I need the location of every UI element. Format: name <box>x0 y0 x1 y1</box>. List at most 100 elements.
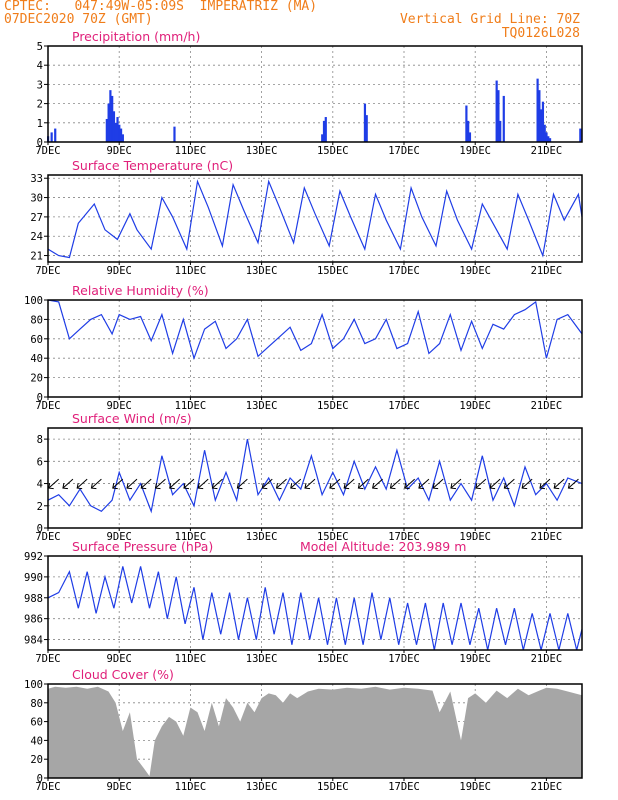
wind-arrow <box>539 478 551 489</box>
wind-arrow <box>553 478 565 489</box>
ytick-label: 100 <box>24 295 43 307</box>
cloud-cover-area <box>48 686 582 778</box>
xtick-label: 13DEC <box>246 781 278 793</box>
precip-bar <box>322 120 326 142</box>
xtick-label: 19DEC <box>459 265 491 277</box>
xtick-label: 9DEC <box>107 400 132 412</box>
wind-arrowhead <box>489 483 496 490</box>
wind-arrowhead <box>62 483 68 490</box>
precip-bar <box>545 132 548 142</box>
ytick-label: 992 <box>24 551 43 563</box>
precip-bar <box>468 132 472 142</box>
xtick-label: 17DEC <box>388 400 420 412</box>
precip-bar <box>499 120 502 142</box>
wind-arrowhead <box>290 483 296 490</box>
ytick-label: 0 <box>37 392 43 404</box>
ytick-label: 990 <box>24 572 43 584</box>
wind-arrowhead <box>112 483 118 490</box>
wind-arrow <box>418 478 430 489</box>
xtick-label: 7DEC <box>35 531 60 543</box>
precip-bar <box>548 138 552 142</box>
wind-arrowhead <box>432 483 439 490</box>
xtick-label: 9DEC <box>107 531 132 543</box>
ytick-label: 0 <box>37 523 43 535</box>
panel-frame <box>47 45 583 143</box>
ytick-label: 40 <box>30 353 43 365</box>
panel-frame <box>47 174 583 263</box>
ytick-label: 984 <box>24 635 43 647</box>
wind-arrow <box>475 478 487 489</box>
wind-arrow <box>304 478 316 489</box>
wind-arrow <box>112 478 124 489</box>
xtick-label: 11DEC <box>175 781 207 793</box>
precip-bar <box>465 105 468 142</box>
ytick-label: 33 <box>30 173 43 185</box>
wind-arrow <box>343 478 355 489</box>
wind-arrowhead <box>450 483 457 490</box>
wind-arrow <box>91 478 102 489</box>
panel-5: 0 20 40 60 80 100 7DEC 9DEC 11DEC 13DEC 15DEC 17DEC… <box>24 667 583 793</box>
wind-arrow <box>62 478 74 489</box>
ytick-label: 30 <box>30 193 43 205</box>
ytick-label: 0 <box>37 137 43 149</box>
precip-bar <box>536 78 539 142</box>
wind-arrowhead <box>211 483 218 490</box>
panel-title: Surface Pressure (hPa) <box>72 539 213 554</box>
xtick-label: 17DEC <box>388 653 420 665</box>
wind-arrowhead <box>553 483 560 490</box>
xtick-label: 21DEC <box>531 265 563 277</box>
panel-frame <box>47 299 583 398</box>
precip-bar <box>365 115 368 142</box>
precip-bar <box>50 132 53 142</box>
wind-arrow <box>169 478 181 489</box>
xtick-label: 15DEC <box>317 265 349 277</box>
panel-title: Surface Wind (m/s) <box>72 411 192 426</box>
xtick-label: 21DEC <box>531 653 563 665</box>
ytick-label: 100 <box>24 679 43 691</box>
wind-arrow <box>358 478 369 489</box>
precip-bar <box>363 103 367 142</box>
xtick-label: 7DEC <box>35 400 60 412</box>
precip-bar <box>547 136 550 142</box>
precip-bar <box>118 124 121 142</box>
wind-arrowhead <box>418 483 424 490</box>
precip-bar <box>540 109 543 142</box>
xtick-label: 7DEC <box>35 145 60 157</box>
ytick-label: 8 <box>37 434 43 446</box>
wind-arrowhead <box>521 483 528 490</box>
series-line-3 <box>47 438 583 514</box>
ytick-label: 4 <box>37 479 43 491</box>
ytick-label: 24 <box>30 231 43 243</box>
panel-frame <box>47 683 583 779</box>
xtick-label: 11DEC <box>175 145 207 157</box>
precip-bar <box>173 126 176 142</box>
wind-arrow <box>237 478 248 489</box>
precip-bar <box>111 95 114 142</box>
xtick-label: 11DEC <box>175 653 207 665</box>
wind-arrow <box>290 478 302 489</box>
precip-bar <box>497 90 500 142</box>
xtick-label: 15DEC <box>317 145 349 157</box>
wind-arrow <box>155 478 166 489</box>
xtick-label: 9DEC <box>107 265 132 277</box>
xtick-label: 21DEC <box>531 531 563 543</box>
precip-bar <box>541 101 545 142</box>
ytick-label: 4 <box>37 60 43 72</box>
wind-arrow <box>489 478 501 489</box>
wind-arrowhead <box>475 483 481 490</box>
wind-arrowhead <box>372 483 378 490</box>
xtick-label: 21DEC <box>531 781 563 793</box>
wind-arrow <box>504 478 515 489</box>
xtick-label: 7DEC <box>35 265 60 277</box>
ytick-label: 40 <box>30 735 43 747</box>
series-line-4 <box>47 566 583 651</box>
ytick-label: 60 <box>30 334 43 346</box>
panel-frame <box>47 427 583 529</box>
xtick-label: 7DEC <box>35 781 60 793</box>
wind-arrow <box>276 478 287 489</box>
xtick-label: 19DEC <box>459 653 491 665</box>
wind-arrowhead <box>357 483 364 490</box>
wind-arrow <box>76 478 88 489</box>
xtick-label: 21DEC <box>531 145 563 157</box>
